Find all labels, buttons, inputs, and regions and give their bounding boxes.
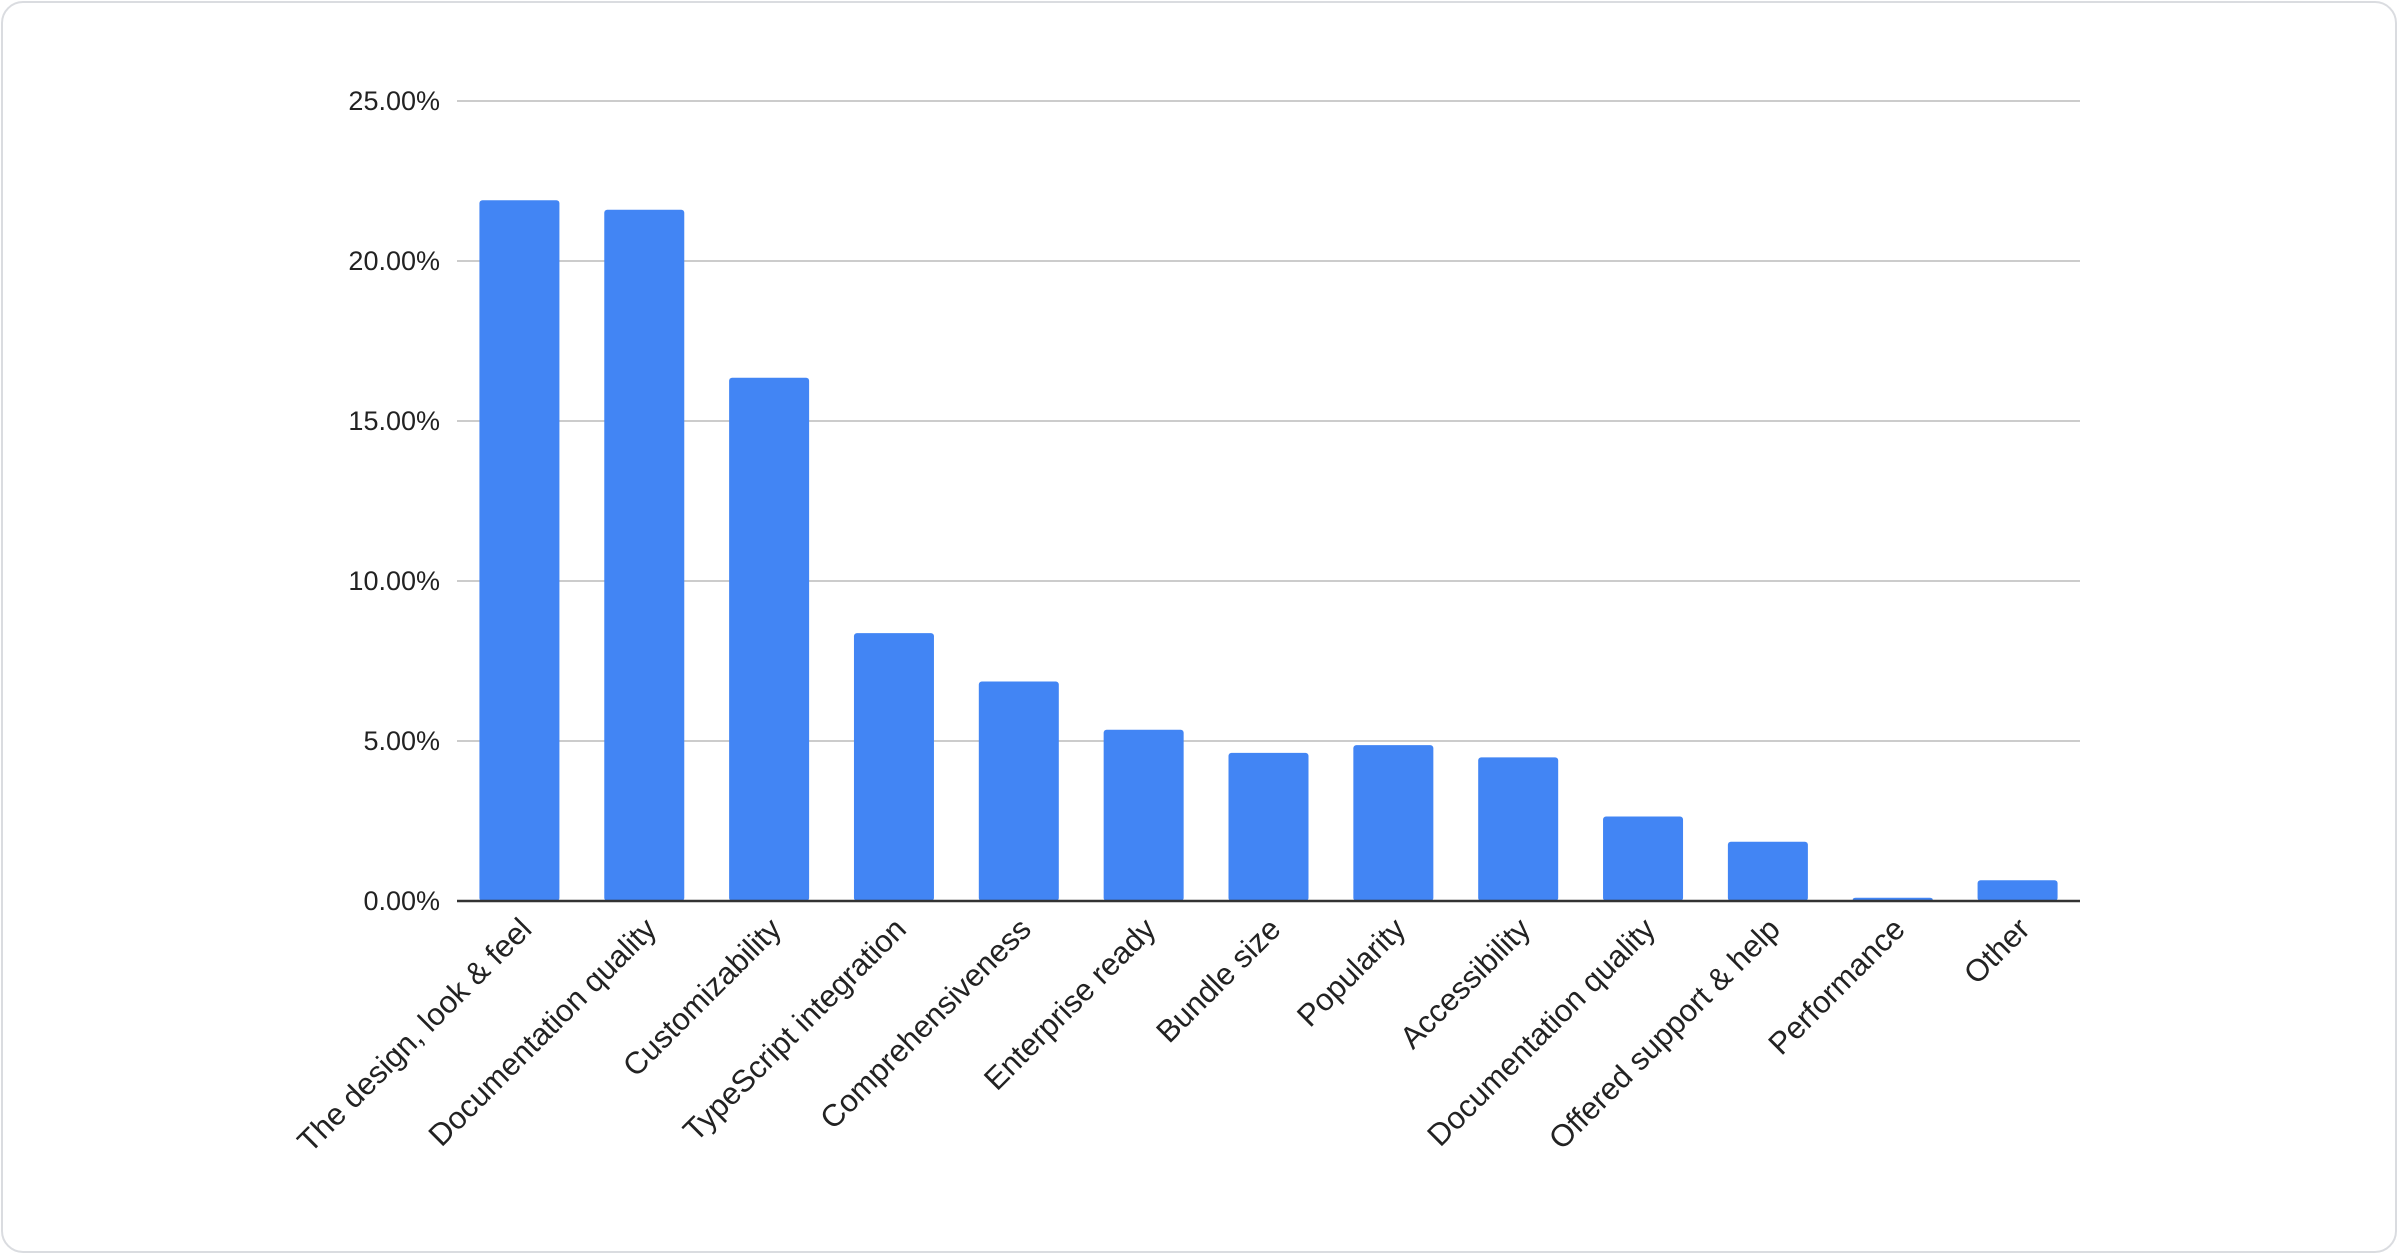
y-tick-label: 5.00% (363, 726, 440, 756)
bar (1603, 816, 1684, 901)
x-tick-label: Offered support & help (1542, 911, 1787, 1156)
bar-chart: 0.00% 5.00% 10.00% 15.00% 20.00% 25.00% The de… (291, 86, 2080, 1159)
x-tick-label: The design, look & feel (291, 911, 539, 1159)
x-tick-label: Documentation quality (1420, 911, 1662, 1153)
bar (1228, 752, 1309, 901)
bar (978, 681, 1059, 901)
x-tick-label: Documentation quality (422, 911, 664, 1153)
bar (853, 633, 934, 901)
x-tick-label: Other (1957, 911, 2037, 991)
bar (1353, 745, 1434, 901)
y-tick-label: 0.00% (363, 886, 440, 916)
bar (479, 200, 560, 901)
y-tick-label: 10.00% (348, 566, 440, 596)
bar (1478, 757, 1559, 901)
bar (1103, 729, 1184, 901)
x-tick-label: Popularity (1290, 911, 1413, 1034)
y-tick-label: 20.00% (348, 246, 440, 276)
x-tick-label: Comprehensiveness (813, 911, 1038, 1136)
bar (729, 377, 810, 901)
bar (1727, 841, 1808, 901)
bar (1977, 880, 2058, 901)
y-tick-label: 25.00% (348, 86, 440, 116)
y-tick-label: 15.00% (348, 406, 440, 436)
x-tick-label: TypeScript integration (676, 911, 913, 1148)
bar (604, 209, 685, 902)
x-tick-label: Bundle size (1149, 911, 1287, 1049)
